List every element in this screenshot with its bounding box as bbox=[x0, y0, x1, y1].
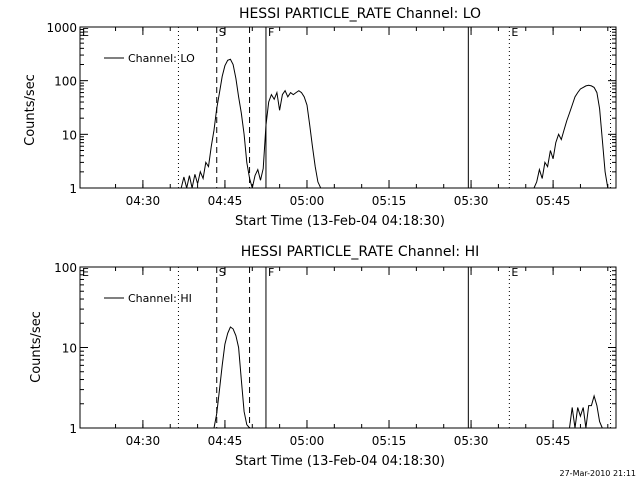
lo-marker-label: S bbox=[219, 26, 226, 39]
hi-y-axis-label: Counts/sec bbox=[29, 311, 44, 383]
lo-chart-title: HESSI PARTICLE_RATE Channel: LO bbox=[239, 6, 481, 22]
lo-x-axis-label: Start Time (13-Feb-04 04:18:30) bbox=[235, 214, 445, 229]
hi-y-tick-label: 100 bbox=[54, 261, 77, 275]
lo-legend-label: Channel: LO bbox=[128, 52, 195, 65]
lo-y-tick-label: 100 bbox=[54, 75, 77, 89]
lo-x-tick-label: 05:00 bbox=[290, 194, 325, 208]
hi-series-line bbox=[569, 394, 603, 429]
lo-x-tick-label: 04:30 bbox=[126, 194, 161, 208]
hi-y-tick-label: 10 bbox=[62, 342, 77, 356]
lo-y-axis-label: Counts/sec bbox=[23, 74, 38, 146]
lo-series-line bbox=[533, 84, 609, 189]
lo-x-tick-label: 05:30 bbox=[454, 194, 489, 208]
hi-plot-area: 1 10 100 04:30 04:45 05:00 05:15 05:30 05:45 E S F E bbox=[54, 261, 617, 448]
hi-marker-label: F bbox=[268, 266, 274, 279]
lo-channel-panel: HESSI PARTICLE_RATE Channel: LO Counts/s… bbox=[23, 6, 617, 229]
hi-x-tick-label: 04:45 bbox=[208, 434, 243, 448]
lo-y-tick-label: 1000 bbox=[46, 21, 77, 35]
hi-y-tick-label: 1 bbox=[69, 422, 77, 436]
lo-plot-area: 1 10 100 1000 04:30 04:45 05:00 05:15 05:30 05:45… bbox=[46, 21, 617, 208]
hi-x-tick-label: 05:30 bbox=[454, 434, 489, 448]
lo-y-tick-label: 1 bbox=[69, 182, 77, 196]
hi-marker-label: S bbox=[219, 266, 226, 279]
lo-marker-label: E bbox=[511, 26, 518, 39]
lo-x-tick-label: 05:15 bbox=[372, 194, 407, 208]
hi-x-tick-label: 04:30 bbox=[126, 434, 161, 448]
hi-x-axis-label: Start Time (13-Feb-04 04:18:30) bbox=[235, 454, 445, 469]
hi-marker-label: E bbox=[82, 266, 89, 279]
lo-series-line bbox=[265, 89, 324, 189]
hi-channel-panel: HESSI PARTICLE_RATE Channel: HI Counts/s… bbox=[29, 244, 617, 469]
lo-marker-label: E bbox=[82, 26, 89, 39]
date-stamp: 27-Mar-2010 21:11 bbox=[560, 469, 637, 478]
hi-x-tick-label: 05:15 bbox=[372, 434, 407, 448]
lo-marker-label: F bbox=[268, 26, 274, 39]
lo-x-tick-label: 04:45 bbox=[208, 194, 243, 208]
hi-chart-title: HESSI PARTICLE_RATE Channel: HI bbox=[241, 244, 479, 260]
lo-y-tick-label: 10 bbox=[62, 128, 77, 142]
hi-x-tick-label: 05:00 bbox=[290, 434, 325, 448]
hi-marker-label: E bbox=[511, 266, 518, 279]
hi-x-tick-label: 05:45 bbox=[536, 434, 571, 448]
hi-series-line bbox=[213, 326, 250, 429]
lo-x-tick-label: 05:45 bbox=[536, 194, 571, 208]
hi-legend-label: Channel: HI bbox=[128, 292, 192, 305]
lo-series-line bbox=[180, 58, 267, 189]
